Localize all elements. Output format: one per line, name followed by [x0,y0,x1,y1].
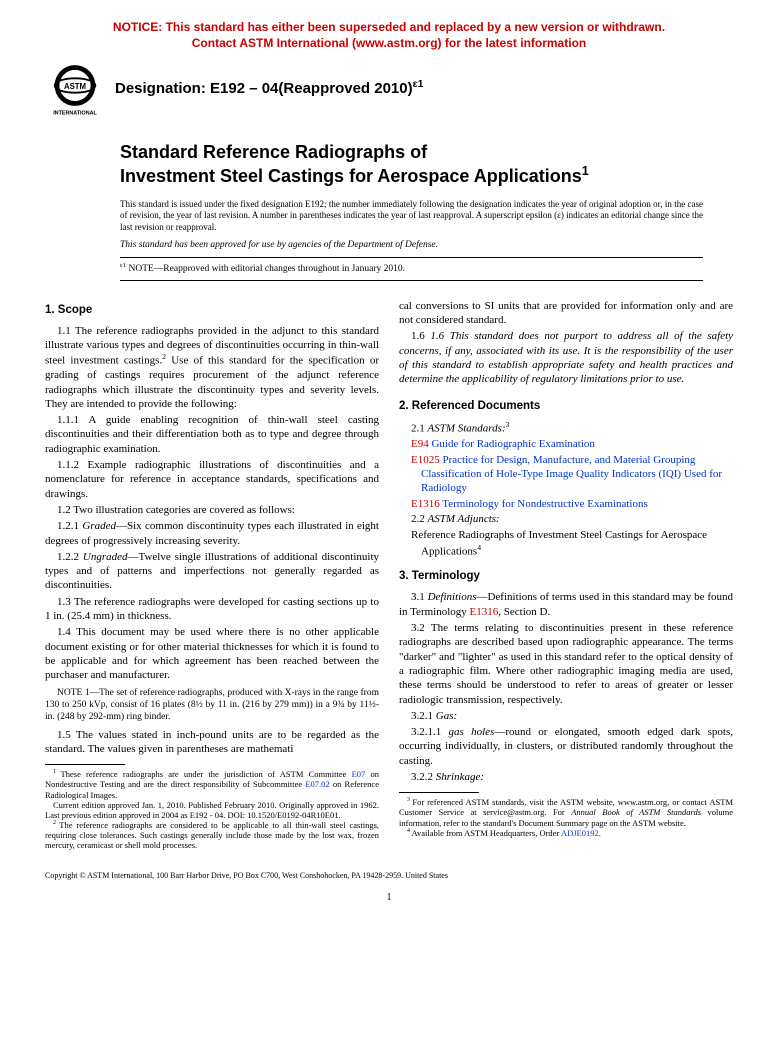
para-1-5b: cal conversions to SI units that are pro… [399,299,733,328]
para-1-2-2: 1.2.2 Ungraded—Twelve single illustratio… [45,550,379,593]
num: 3.2.2 [411,771,436,783]
fn-sup-3: 3 [506,420,510,429]
title-text: Investment Steel Castings for Aerospace … [120,166,582,186]
left-footnotes: 1 These reference radiographs are under … [45,764,379,851]
committee-link[interactable]: E07 [352,769,366,779]
text: . [599,828,601,838]
document-page: NOTICE: This standard has either been su… [0,0,778,934]
std-code-link[interactable]: E1316 [411,498,440,510]
num: 3.2.1.1 [411,726,449,738]
footnote-rule-icon [399,792,479,793]
std-title-link[interactable]: Guide for Radiographic Examination [429,438,595,450]
issuance-statement: This standard is issued under the fixed … [120,199,703,233]
epsilon-note-box: ε1 NOTE—Reapproved with editorial change… [120,257,703,281]
num: 2.2 [411,513,428,525]
term: Definitions [428,591,477,603]
text: The reference radiographs are considered… [45,820,379,850]
para-1-2-1: 1.2.1 Graded—Six common discontinuity ty… [45,519,379,548]
section-head-refdocs: 2. Referenced Documents [399,399,733,414]
fn-num: 1 [53,769,61,775]
para-3-2: 3.2 The terms relating to discontinuitie… [399,621,733,707]
std-title-link[interactable]: Terminology for Nondestructive Examinati… [440,498,648,510]
title-sup: 1 [582,164,589,178]
section-head-terminology: 3. Terminology [399,569,733,584]
astm-logo-icon: ASTM INTERNATIONAL [45,61,105,116]
note-label: NOTE [57,688,82,698]
footnote-3: 3 For referenced ASTM standards, visit t… [399,797,733,828]
footnote-rule-icon [45,764,125,765]
para-2-1: 2.1 ASTM Standards:3 [399,420,733,436]
num: 1.2.2 [57,551,83,563]
term: gas holes [449,726,495,738]
designation: Designation: E192 – 04(Reapproved 2010)ε… [115,78,423,99]
term: ASTM Standards: [428,422,506,434]
dod-approval: This standard has been approved for use … [120,239,733,251]
num: 3.1 [411,591,428,603]
num: 2.1 [411,422,428,434]
title-line-1: Standard Reference Radiographs of [120,141,733,164]
footnote-1: 1 These reference radiographs are under … [45,769,379,800]
para-1-1-1: 1.1.1 A guide enabling recognition of th… [45,413,379,456]
std-link[interactable]: E1316 [470,606,499,618]
adjunct-text: Reference Radiographs of Investment Stee… [411,529,707,557]
title-line-2: Investment Steel Castings for Aerospace … [120,164,733,188]
ref-adjunct: Reference Radiographs of Investment Stee… [399,528,733,558]
section-head-scope: 1. Scope [45,303,379,318]
para-3-2-1-1: 3.2.1.1 gas holes—round or elongated, sm… [399,725,733,768]
para-1-3: 1.3 The reference radiographs were devel… [45,595,379,624]
std-title-link[interactable]: Practice for Design, Manufacture, and Ma… [421,454,722,495]
para-1-1: 1.1 The reference radiographs provided i… [45,324,379,411]
text: Available from ASTM Headquarters, Order [411,828,561,838]
eps-note: NOTE—Reapproved with editorial changes t… [126,264,405,274]
copyright-line: Copyright © ASTM International, 100 Barr… [45,871,733,881]
title-block: Standard Reference Radiographs of Invest… [120,141,733,187]
ref-e1316: E1316 Terminology for Nondestructive Exa… [399,497,733,511]
para-1-1-2: 1.1.2 Example radiographic illustrations… [45,458,379,501]
term: ASTM Adjuncts: [428,513,500,525]
header-row: ASTM INTERNATIONAL Designation: E192 – 0… [45,61,733,116]
fn-sup-4: 4 [477,543,481,552]
ref-e1025: E1025 Practice for Design, Manufacture, … [399,453,733,496]
footnote-1-cont: Current edition approved Jan. 1, 2010. P… [45,800,379,820]
term: Shrinkage: [436,771,484,783]
notice-line-1: NOTICE: This standard has either been su… [113,20,665,34]
note-text: 1—The set of reference radiographs, prod… [45,688,379,723]
term: Ungraded [83,551,128,563]
svg-text:INTERNATIONAL: INTERNATIONAL [53,110,97,116]
num: 1.2.1 [57,520,82,532]
page-number: 1 [45,891,733,904]
book-title: Annual Book of ASTM Standards [571,807,701,817]
footnote-2: 2 The reference radiographs are consider… [45,820,379,851]
term: Graded [82,520,116,532]
num: 3.2.1 [411,710,436,722]
text: 1.6 This standard does not purport to ad… [399,330,733,385]
term: Gas: [436,710,457,722]
text: , Section D. [498,606,550,618]
std-code-link[interactable]: E1025 [411,454,440,466]
std-code-link[interactable]: E94 [411,438,429,450]
para-3-2-1: 3.2.1 Gas: [399,709,733,723]
para-1-5a: 1.5 The values stated in inch-pound unit… [45,728,379,757]
para-1-6: 1.6 1.6 This standard does not purport t… [399,329,733,386]
notice-line-2: Contact ASTM International (www.astm.org… [192,36,586,50]
text: These reference radiographs are under th… [61,769,352,779]
body-columns: 1. Scope 1.1 The reference radiographs p… [45,299,733,851]
para-3-1: 3.1 Definitions—Definitions of terms use… [399,590,733,619]
svg-text:ASTM: ASTM [64,82,86,91]
para-1-4: 1.4 This document may be used where ther… [45,625,379,682]
right-footnotes: 3 For referenced ASTM standards, visit t… [399,792,733,838]
ref-e94: E94 Guide for Radiographic Examination [399,437,733,451]
para-2-2: 2.2 ASTM Adjuncts: [399,512,733,526]
adjunct-order-link[interactable]: ADJE0192 [561,828,599,838]
footnote-4: 4 Available from ASTM Headquarters, Orde… [399,828,733,838]
note-1: NOTE 1—The set of reference radiographs,… [45,687,379,724]
para-1-2: 1.2 Two illustration categories are cove… [45,503,379,517]
notice-banner: NOTICE: This standard has either been su… [45,20,733,51]
designation-text: Designation: E192 – 04(Reapproved 2010) [115,80,413,97]
subcommittee-link[interactable]: E07.02 [305,779,329,789]
para-3-2-2: 3.2.2 Shrinkage: [399,770,733,784]
designation-sup: ε1 [413,78,424,90]
